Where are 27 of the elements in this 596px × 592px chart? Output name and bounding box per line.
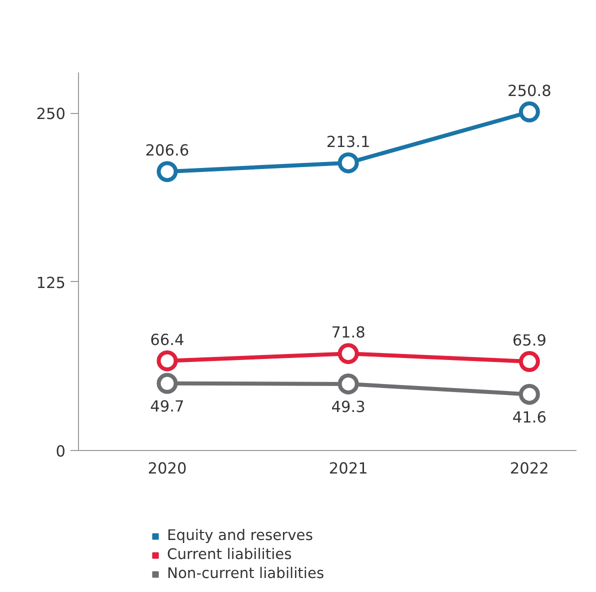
data-label: 213.1 bbox=[326, 132, 370, 151]
data-label: 41.6 bbox=[512, 408, 546, 426]
x-tick-label: 2021 bbox=[328, 460, 368, 478]
data-label: 65.9 bbox=[512, 332, 546, 350]
data-label: 250.8 bbox=[507, 82, 552, 100]
point bbox=[338, 343, 359, 364]
data-label: 49.7 bbox=[150, 397, 184, 416]
y-tick-label: 250 bbox=[36, 105, 66, 123]
data-label: 206.6 bbox=[145, 142, 190, 160]
point bbox=[156, 350, 178, 372]
x-tick-label: 2022 bbox=[510, 460, 549, 478]
legend-label: Equity and reserves bbox=[167, 527, 313, 544]
point bbox=[338, 152, 359, 174]
y-tick-label: 0 bbox=[56, 442, 66, 460]
x-tick-label: 2020 bbox=[148, 460, 187, 478]
point bbox=[518, 384, 540, 405]
data-label: 66.4 bbox=[150, 330, 184, 349]
point bbox=[518, 351, 540, 372]
data-label: 71.8 bbox=[331, 324, 366, 342]
legend-label: Non-current liabilities bbox=[167, 565, 324, 582]
y-tick-label: 125 bbox=[36, 274, 66, 292]
point bbox=[338, 373, 359, 394]
legend-label: Current liabilities bbox=[167, 546, 292, 563]
point bbox=[156, 161, 178, 182]
point bbox=[156, 372, 178, 394]
data-label: 49.3 bbox=[331, 398, 366, 416]
point bbox=[518, 101, 540, 122]
